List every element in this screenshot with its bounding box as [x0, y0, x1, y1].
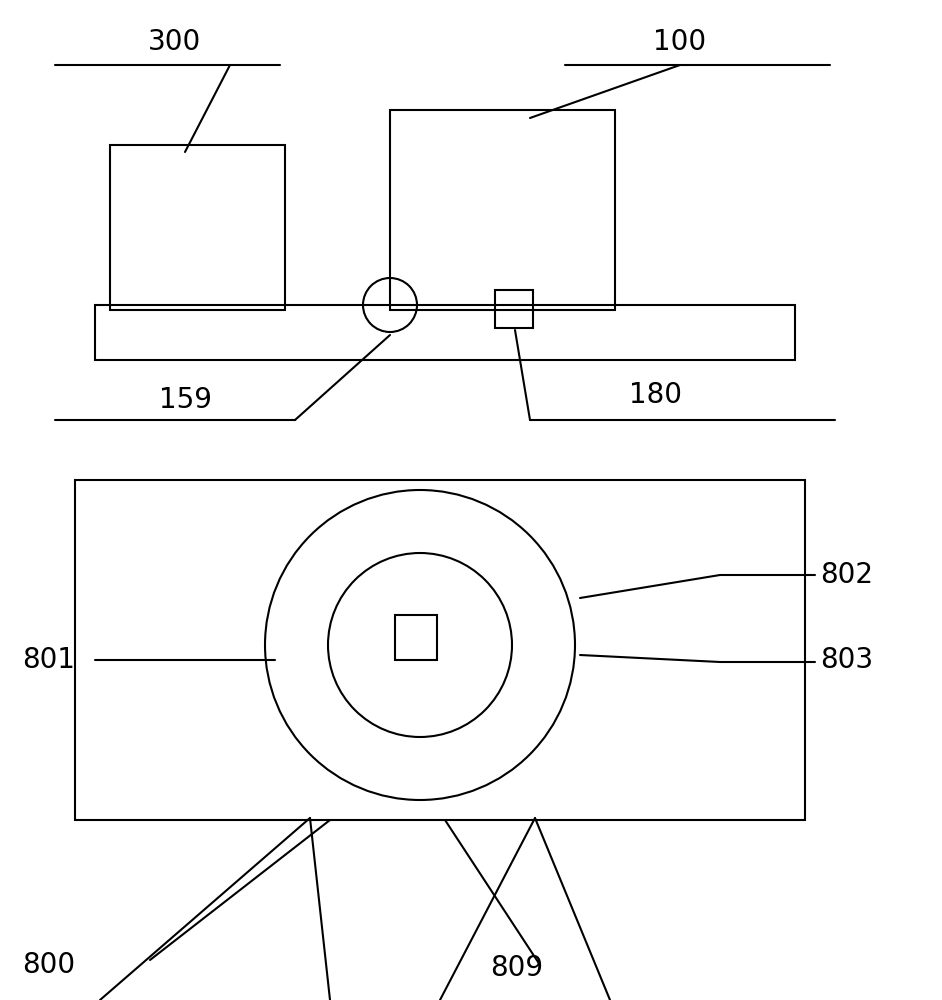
Text: 300: 300 [149, 28, 202, 56]
Text: 803: 803 [820, 646, 873, 674]
Bar [95, 305, 795, 360]
Text: 100: 100 [654, 28, 706, 56]
Bar [110, 145, 285, 310]
Bar [390, 110, 615, 310]
Bar [395, 615, 437, 660]
Text: 809: 809 [490, 954, 544, 982]
Text: 159: 159 [158, 386, 212, 414]
Text: 802: 802 [820, 561, 873, 589]
Text: 801: 801 [22, 646, 75, 674]
Text: 180: 180 [628, 381, 681, 409]
Bar [75, 480, 805, 820]
Bar [495, 290, 533, 328]
Text: 800: 800 [22, 951, 75, 979]
